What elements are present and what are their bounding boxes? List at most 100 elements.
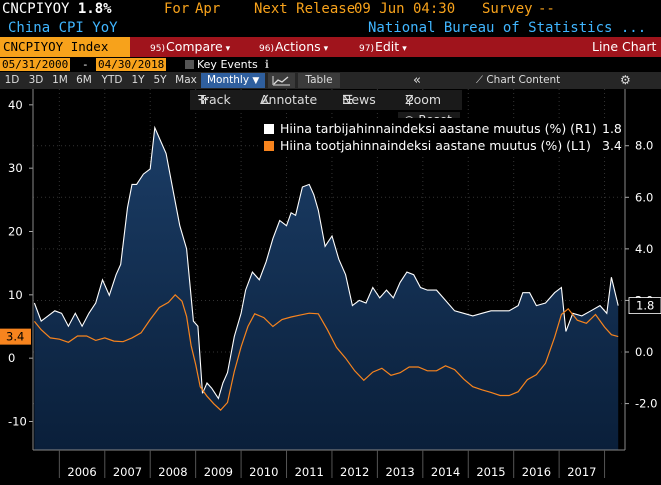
key-events-toggle[interactable]: Key Events ℹ <box>185 57 269 72</box>
news-label: News <box>342 92 376 107</box>
edit-caret-icon: ▾ <box>402 44 407 54</box>
x-axis-tick-label: 2017 <box>567 465 596 479</box>
right-axis-tick-label: -2.0 <box>635 397 657 411</box>
magnifier-icon: ⚲ <box>405 92 415 107</box>
cpi-line <box>33 125 619 400</box>
legend-label-cpi: Hiina tarbijahinnaindeksi aastane muutus… <box>280 121 597 136</box>
chart-content-button[interactable]: ⟋ Chart Content <box>476 72 560 89</box>
legend-item-cpi[interactable]: Hiina tarbijahinnaindeksi aastane muutus… <box>264 120 622 137</box>
ticker-quote: CNCPIYOY 1.8% <box>2 0 112 18</box>
security-name: China CPI YoY <box>8 20 118 36</box>
date-dash: - <box>82 58 89 71</box>
end-date-input[interactable]: 04/30/2018 <box>96 58 167 71</box>
actions-label: Actions <box>274 39 321 54</box>
ticker-value: 1.8% <box>77 1 112 17</box>
data-source[interactable]: National Bureau of Statistics ... <box>368 20 647 36</box>
x-axis-tick-label: 2008 <box>158 465 187 479</box>
x-axis-tick-label: 2006 <box>67 465 96 479</box>
left-axis-tick-label: 10 <box>8 288 23 302</box>
chart-type-label[interactable]: Line Chart <box>592 39 657 54</box>
cpi-area <box>34 127 619 450</box>
next-release-label: Next Release <box>254 1 356 17</box>
edit-button[interactable]: 97)Edit ▾ <box>359 37 407 57</box>
x-axis-tick-label: 2014 <box>431 465 460 479</box>
period-6m[interactable]: 6M <box>76 74 92 86</box>
ppi-last-tag <box>0 328 31 345</box>
chart-legend: Hiina tarbijahinnaindeksi aastane muutus… <box>258 118 622 156</box>
header-row: CNCPIYOY 1.8% For Apr Next Release 09 Ju… <box>0 0 661 19</box>
left-axis-tick-label: 40 <box>8 98 23 112</box>
right-axis-tick-label: 8.0 <box>635 139 653 153</box>
frequency-caret-icon: ▼ <box>252 76 260 86</box>
pencil-icon: ∠ <box>260 92 272 107</box>
ppi-line <box>33 293 619 411</box>
key-events-label: Key Events <box>197 58 258 71</box>
table-button[interactable]: Table <box>298 73 340 88</box>
series-lines <box>33 125 619 411</box>
security-name-row: China CPI YoY National Bureau of Statist… <box>0 19 661 37</box>
cpi-last-tag <box>628 297 661 315</box>
survey-value: -- <box>538 1 555 17</box>
line-chart-toggle[interactable] <box>268 73 295 88</box>
left-axis-tick-label: 30 <box>8 161 23 175</box>
legend-label-ppi: Hiina tootjahinnaindeksi aastane muutus … <box>280 138 591 153</box>
chart-content-label: Chart Content <box>486 74 561 86</box>
frequency-value: Monthly <box>207 74 250 86</box>
period-1m[interactable]: 1M <box>52 74 68 86</box>
period-1d[interactable]: 1D <box>4 74 20 86</box>
right-axis-ticks: -2.00.02.04.06.08.0 <box>624 89 657 450</box>
key-events-checkbox[interactable] <box>185 60 194 69</box>
compare-number: 95) <box>150 44 165 54</box>
legend-item-ppi[interactable]: Hiina tootjahinnaindeksi aastane muutus … <box>264 137 622 154</box>
period-max[interactable]: Max <box>175 74 197 86</box>
x-axis-tick-label: 2016 <box>522 465 551 479</box>
edit-number: 97) <box>359 44 374 54</box>
function-toolbar: CNCPIYOY Index 95)Compare ▾ 96)Actions ▾ 9… <box>0 37 661 57</box>
for-value: Apr <box>195 1 221 17</box>
actions-number: 96) <box>259 44 274 54</box>
ppi-last-value: 3.4 <box>6 330 24 344</box>
crosshair-icon: ✛ <box>198 92 209 107</box>
x-axis-tick-label: 2010 <box>249 465 278 479</box>
x-axis-tick-label: 2013 <box>385 465 414 479</box>
left-axis-tick-label: 20 <box>8 225 23 239</box>
left-axis-ticks: -10 0 10 20 30 40 <box>8 89 34 450</box>
line-chart-icon <box>272 76 290 86</box>
actions-button[interactable]: 96)Actions ▾ <box>259 37 328 57</box>
start-date-input[interactable]: 05/31/2000 <box>0 58 71 71</box>
series-areas <box>34 127 619 450</box>
left-axis-tick-label: -10 <box>8 415 27 429</box>
news-icon: ☰ <box>342 92 354 107</box>
x-axis-ticks: 2006 2007 2008 2009 2010 2011 2012 2013 2014 2015… <box>33 449 625 479</box>
period-3d[interactable]: 3D <box>28 74 44 86</box>
date-range-row: 05/31/2000 - 04/30/2018 Key Events ℹ <box>0 57 661 72</box>
period-ytd[interactable]: YTD <box>101 74 123 86</box>
legend-value-cpi: 1.8 <box>602 121 622 136</box>
index-field[interactable]: CNCPIYOY Index <box>0 37 130 57</box>
compare-caret-icon: ▾ <box>225 44 231 54</box>
survey-label: Survey <box>482 1 533 17</box>
annotate-label: Annotate <box>260 92 318 107</box>
track-label: Track <box>198 92 231 107</box>
right-axis-tick-label: 6.0 <box>635 190 653 204</box>
period-1y[interactable]: 1Y <box>131 74 145 86</box>
compare-button[interactable]: 95)Compare ▾ <box>150 37 230 57</box>
for-label: For <box>164 1 190 17</box>
period-toolbar: 1D 3D 1M 6M YTD 1Y 5Y Max Monthly ▼ Tabl… <box>0 72 661 89</box>
frequency-select[interactable]: Monthly ▼ <box>201 73 265 88</box>
chart-tools-bar: ✛ Track ∠ Annotate ☰ News ⚲ Zoom <box>190 90 462 110</box>
collapse-icon[interactable]: « <box>413 73 421 88</box>
legend-swatch-ppi <box>264 141 274 151</box>
gear-icon[interactable]: ⚙ <box>620 73 631 87</box>
legend-value-ppi: 3.4 <box>602 138 622 153</box>
info-icon[interactable]: ℹ <box>264 58 269 71</box>
legend-swatch-cpi <box>264 124 274 134</box>
right-axis-tick-label: 4.0 <box>635 242 653 256</box>
edit-label: Edit <box>374 39 400 54</box>
chart-content-icon: ⟋ <box>476 75 483 86</box>
period-5y[interactable]: 5Y <box>153 74 167 86</box>
left-axis-tick-label: 0 <box>8 351 15 365</box>
x-axis-tick-label: 2011 <box>295 465 324 479</box>
ticker: CNCPIYOY <box>2 1 70 17</box>
right-axis-tick-label: 0.0 <box>635 345 653 359</box>
